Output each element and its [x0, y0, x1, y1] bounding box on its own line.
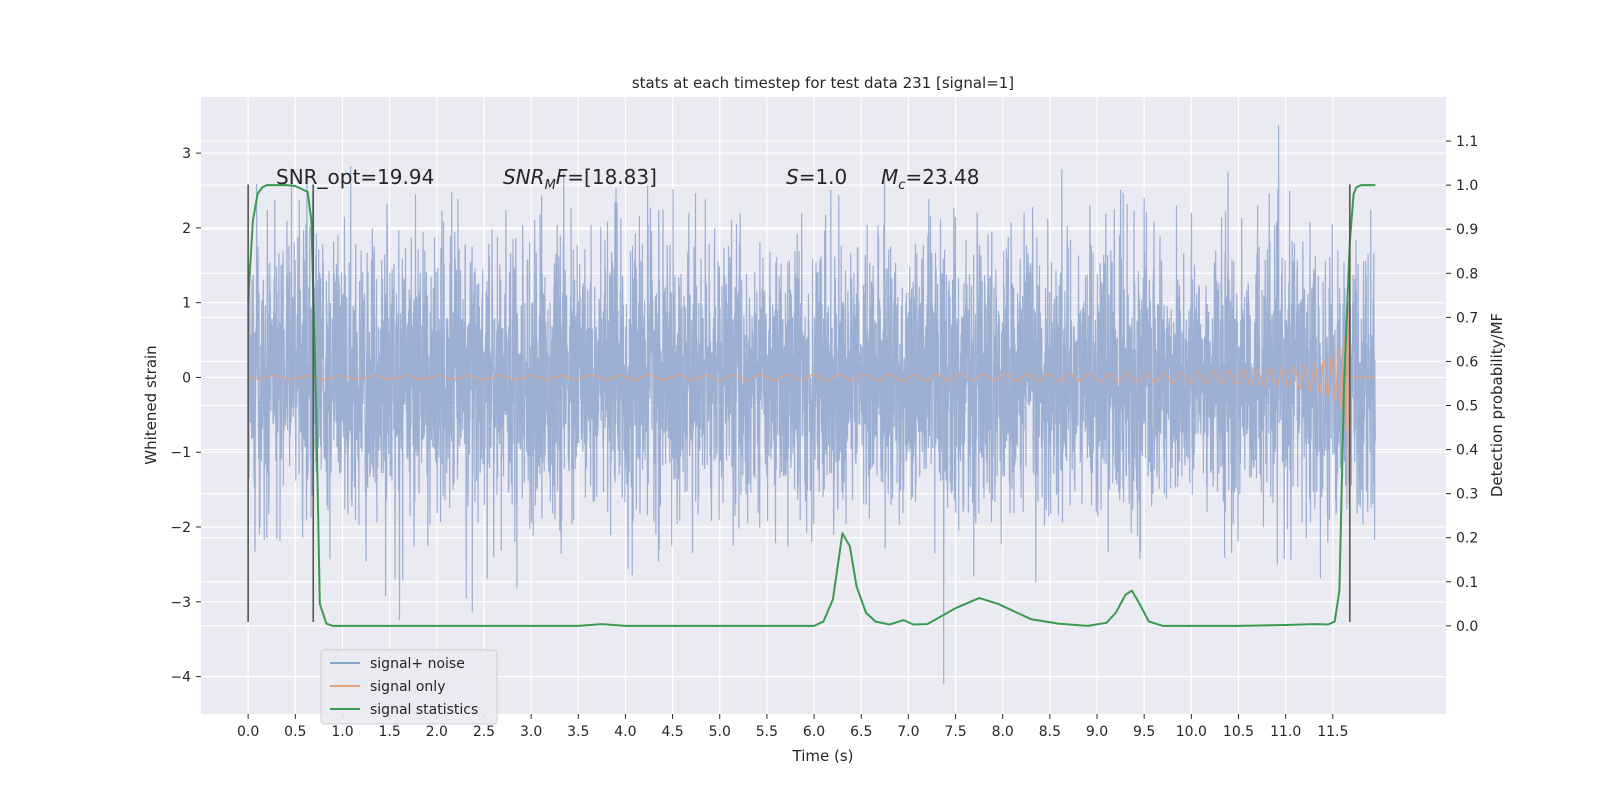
y-right-tick-labels: 1.1 1.0 0.9 0.8 0.7 0.6 0.5 0.4 0.3 0.2 0.1 0.0: [1446, 134, 1478, 635]
x-tick-label-4: 2.0: [426, 724, 448, 740]
y-left-tick-label-5: −2: [170, 520, 191, 536]
x-tick-label-22: 11.0: [1270, 724, 1301, 740]
y-right-tick-label-11: 0.0: [1456, 619, 1478, 635]
y-right-tick-label-2: 0.9: [1456, 222, 1478, 238]
y-right-tick-label-5: 0.6: [1456, 354, 1478, 370]
y-right-tick-label-6: 0.5: [1456, 399, 1478, 415]
x-tick-label-0: 0.0: [237, 724, 259, 740]
x-tick-label-6: 3.0: [520, 724, 542, 740]
snr-mf-symbol: SNR: [503, 165, 545, 189]
marker-lines: [247, 184, 1351, 623]
annotation-mc: Mc=23.48: [881, 165, 979, 193]
y-left-tick-label-6: −3: [170, 595, 191, 611]
y-right-tick-label-1: 1.0: [1456, 178, 1478, 194]
series-signal-only-line: [248, 240, 1376, 505]
y-left-tick-label-2: 1: [182, 296, 191, 312]
x-tick-label-9: 4.5: [661, 724, 683, 740]
y-right-tick-label-8: 0.3: [1456, 487, 1478, 503]
chart-title: stats at each timestep for test data 231…: [632, 74, 1014, 92]
y-right-tick-label-10: 0.1: [1456, 575, 1478, 591]
y-right-tick-label-9: 0.2: [1456, 531, 1478, 547]
x-tick-label-5: 2.5: [473, 724, 495, 740]
x-tick-label-21: 10.5: [1223, 724, 1254, 740]
x-tick-label-19: 9.5: [1133, 724, 1155, 740]
y-right-tick-label-0: 1.1: [1456, 134, 1478, 150]
y-right-tick-label-4: 0.7: [1456, 310, 1478, 326]
y-left-tick-label-4: −1: [170, 445, 191, 461]
snr-mf-subscript: M: [545, 178, 556, 193]
x-tick-label-16: 8.0: [992, 724, 1014, 740]
snr-mf-value: =[18.83]: [567, 165, 657, 189]
x-tick-label-10: 5.0: [709, 724, 731, 740]
y-left-tick-label-7: −4: [170, 670, 191, 686]
x-tick-label-18: 9.0: [1086, 724, 1108, 740]
annotations: SNR_opt=19.94 SNRMF=[18.83] S=1.0 Mc=23.…: [276, 165, 979, 193]
x-axis-label: Time (s): [792, 747, 854, 765]
s-symbol: S: [786, 165, 799, 189]
legend-box: [320, 649, 498, 725]
s-value: =1.0: [799, 165, 848, 189]
y-axis-label-right: Detection probability/MF: [1488, 313, 1506, 497]
x-tick-label-14: 7.0: [897, 724, 919, 740]
series-layer: [247, 125, 1376, 685]
x-tick-label-13: 6.5: [850, 724, 872, 740]
series-signal-statistics-line: [247, 184, 1376, 627]
y-left-tick-label-0: 3: [182, 146, 191, 162]
x-tick-label-3: 1.5: [379, 724, 401, 740]
x-tick-label-23: 11.5: [1317, 724, 1348, 740]
mc-value: =23.48: [905, 165, 979, 189]
x-tick-label-1: 0.5: [284, 724, 306, 740]
x-tick-labels: 0.0 0.5 1.0 1.5 2.0 2.5 3.0 3.5 4.0 4.5 5.0 5.5 6.0 6…: [237, 714, 1348, 740]
legend-label-signal-only: signal only: [370, 679, 445, 695]
x-tick-label-15: 7.5: [944, 724, 966, 740]
annotation-snr-mf: SNRMF=[18.83]: [503, 165, 657, 193]
x-tick-label-12: 6.0: [803, 724, 825, 740]
mc-subscript: c: [898, 178, 905, 193]
x-tick-label-11: 5.5: [756, 724, 778, 740]
snr-mf-symbol-suffix: F: [556, 165, 568, 189]
y-right-tick-label-3: 0.8: [1456, 266, 1478, 282]
y-right-tick-label-7: 0.4: [1456, 443, 1478, 459]
x-tick-label-7: 3.5: [567, 724, 589, 740]
y-axis-label-left: Whitened strain: [142, 345, 160, 464]
annotation-snr-opt: SNR_opt=19.94: [276, 165, 434, 189]
annotation-s: S=1.0: [786, 165, 847, 189]
legend: signal+ noise signal only signal statist…: [320, 649, 498, 725]
y-left-tick-labels: 3 2 1 0 −1 −2 −3 −4: [170, 146, 201, 686]
x-tick-label-2: 1.0: [331, 724, 353, 740]
series-signal-noise-line: [247, 125, 1376, 685]
x-tick-label-8: 4.0: [614, 724, 636, 740]
y-left-tick-label-1: 2: [182, 221, 191, 237]
x-tick-label-17: 8.5: [1039, 724, 1061, 740]
mc-symbol: M: [881, 165, 898, 189]
legend-label-signal-noise: signal+ noise: [370, 656, 465, 672]
legend-label-signal-statistics: signal statistics: [370, 702, 478, 718]
y-left-tick-label-3: 0: [182, 370, 191, 386]
x-tick-label-20: 10.0: [1176, 724, 1207, 740]
